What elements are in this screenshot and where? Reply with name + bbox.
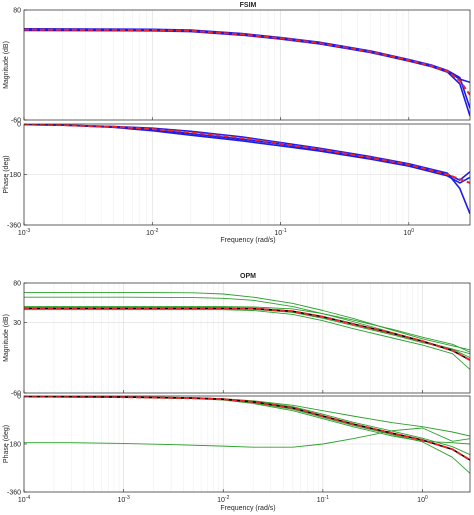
x-tick-label: 10-3 <box>117 495 129 504</box>
x-axis-label: Frequency (rad/s) <box>220 237 275 244</box>
series-group <box>24 124 470 215</box>
y-tick-label: -60 <box>11 118 21 125</box>
series-group <box>24 396 470 474</box>
y-axis-label: Phase (deg) <box>3 155 10 193</box>
y-tick-label: -180 <box>7 172 21 179</box>
series-line-uncertain <box>24 309 470 370</box>
axes-box <box>23 9 471 121</box>
series-group <box>24 28 470 117</box>
axes-box <box>23 282 471 394</box>
y-tick-label: 80 <box>13 8 21 15</box>
series-line-nominal <box>24 124 470 184</box>
y-axis-label: Magnitude (dB) <box>3 314 10 362</box>
x-tick-label: 10-2 <box>217 495 229 504</box>
x-tick-label: 10-4 <box>18 495 30 504</box>
series-group <box>24 291 470 370</box>
magnitude-panel: 80 -60 Magnitude (dB) <box>3 8 471 125</box>
x-tick-label: 10-3 <box>18 228 30 237</box>
y-tick-label: -360 <box>7 223 21 230</box>
y-tick-label: -180 <box>7 442 21 449</box>
y-tick-label: -60 <box>11 391 21 398</box>
series-line-uncertain <box>24 291 470 351</box>
series-line-nominal <box>24 396 470 461</box>
y-tick-label: 80 <box>13 281 21 288</box>
chart-title: OPM <box>240 273 256 280</box>
x-axis-label: Frequency (rad/s) <box>220 505 275 512</box>
x-tick-label: 10-1 <box>274 228 286 237</box>
series-line-nominal <box>24 307 470 361</box>
series-line-uncertain <box>24 427 470 448</box>
y-tick-label: 30 <box>13 320 21 327</box>
magnitude-panel: 80 30 -60 Magnitude (dB) <box>3 281 471 398</box>
x-tick-label: 10-1 <box>317 495 329 504</box>
x-tick-label: 100 <box>417 495 428 504</box>
series-line-nominal <box>24 28 470 96</box>
y-tick-label: 0 <box>17 394 21 401</box>
x-tick-label: 10-2 <box>146 228 158 237</box>
x-tick-label: 100 <box>404 228 415 237</box>
plot-area <box>24 283 470 393</box>
series-line-uncertain <box>24 306 470 353</box>
y-tick-label: -360 <box>7 490 21 497</box>
chart-title: FSIM <box>240 2 257 9</box>
y-axis-label: Magnitude (dB) <box>3 41 10 89</box>
y-axis-label: Phase (deg) <box>3 425 10 463</box>
y-tick-label: 0 <box>17 122 21 129</box>
